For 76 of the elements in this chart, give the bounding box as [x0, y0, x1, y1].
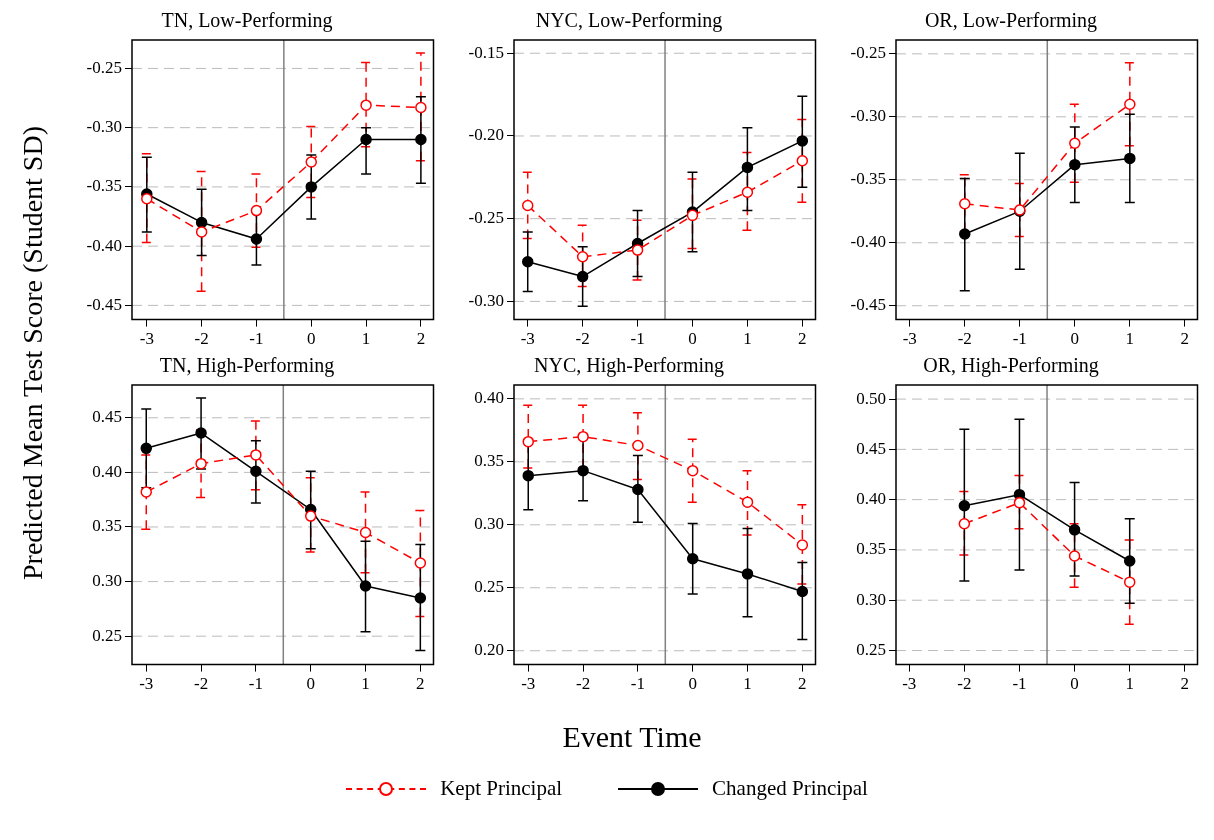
y-tick-label: -0.25: [850, 43, 886, 63]
x-tick-label: 2: [416, 674, 425, 694]
y-tick-label: 0.25: [474, 577, 504, 597]
x-tick-label: -1: [630, 329, 645, 349]
y-tick-label: 0.40: [856, 489, 886, 509]
x-tick-label: -3: [902, 674, 917, 694]
x-tick-label: 1: [743, 674, 752, 694]
x-tick-label: 1: [361, 674, 370, 694]
y-tick-label: -0.25: [468, 208, 504, 228]
x-tick-label: -2: [575, 674, 591, 694]
y-tick-label: 0.50: [856, 388, 886, 408]
x-tick-label: 0: [306, 674, 315, 694]
y-tick-label: 0.30: [92, 571, 122, 591]
x-tick-label: -3: [902, 329, 917, 349]
x-tick-label: -2: [575, 329, 590, 349]
x-tick-label: -3: [521, 674, 536, 694]
y-tick-label: -0.45: [850, 295, 886, 315]
x-tick-label: 1: [1125, 674, 1134, 694]
chart-title: NYC, Low-Performing: [535, 9, 723, 33]
chart-title: TN, High-Performing: [159, 354, 335, 378]
y-tick-label: -0.40: [86, 235, 122, 255]
y-tick-label: 0.40: [92, 461, 122, 481]
chart-title: OR, High-Performing: [923, 354, 1099, 378]
x-tick-label: 1: [1125, 329, 1135, 349]
x-tick-label: -1: [248, 674, 263, 694]
y-tick-label: 0.25: [92, 625, 122, 645]
x-tick-label: 0: [688, 674, 697, 694]
y-tick-label: 0.40: [474, 388, 504, 408]
y-tick-label: -0.30: [468, 290, 504, 310]
x-tick-label: -3: [139, 674, 154, 694]
x-tick-label: -2: [957, 674, 972, 694]
y-tick-label: -0.45: [86, 294, 122, 314]
x-tick-label: 0: [1070, 329, 1080, 349]
y-tick-label: -0.25: [86, 57, 122, 77]
x-tick-label: -1: [630, 674, 645, 694]
y-tick-label: -0.35: [86, 176, 122, 196]
y-tick-label: 0.35: [474, 451, 504, 471]
y-tick-label: -0.40: [850, 232, 886, 252]
x-tick-label: -1: [1012, 329, 1027, 349]
chart-title: TN, Low-Performing: [161, 9, 333, 33]
x-tick-label: 2: [798, 329, 807, 349]
y-tick-label: -0.30: [86, 117, 122, 137]
x-tick-label: -2: [194, 329, 209, 349]
legend-label: Kept Principal: [440, 776, 563, 801]
x-tick-label: 2: [1180, 329, 1190, 349]
x-tick-label: -3: [520, 329, 535, 349]
y-axis-title: Predicted Mean Test Score (Student SD): [17, 126, 49, 580]
x-tick-label: -2: [957, 329, 972, 349]
chart-title: NYC, High-Performing: [534, 354, 724, 378]
y-tick-label: -0.35: [850, 169, 886, 189]
x-tick-label: 2: [798, 674, 807, 694]
x-tick-label: 0: [1070, 674, 1079, 694]
x-tick-label: 0: [307, 329, 316, 349]
x-tick-label: 2: [1180, 674, 1190, 694]
x-tick-label: 2: [416, 329, 426, 349]
chart-title: OR, Low-Performing: [924, 9, 1098, 33]
x-axis-title: Event Time: [561, 720, 703, 754]
x-tick-label: -1: [249, 329, 264, 349]
y-tick-label: 0.30: [856, 589, 886, 609]
y-tick-label: -0.15: [468, 42, 504, 62]
y-tick-label: 0.35: [92, 516, 122, 536]
x-tick-label: -3: [139, 329, 154, 349]
x-tick-label: 0: [688, 329, 697, 349]
y-tick-label: 0.35: [856, 539, 886, 559]
y-tick-label: -0.30: [850, 106, 886, 126]
legend-label: Changed Principal: [712, 776, 868, 801]
y-tick-label: 0.25: [856, 639, 886, 659]
x-tick-label: -2: [193, 674, 209, 694]
x-tick-label: 1: [743, 329, 752, 349]
y-tick-label: -0.20: [468, 125, 504, 145]
y-tick-label: 0.30: [474, 514, 504, 534]
y-tick-label: 0.45: [856, 438, 886, 458]
y-tick-label: 0.20: [474, 640, 504, 660]
x-tick-label: -1: [1012, 674, 1027, 694]
y-tick-label: 0.45: [92, 407, 122, 427]
x-tick-label: 1: [361, 329, 371, 349]
